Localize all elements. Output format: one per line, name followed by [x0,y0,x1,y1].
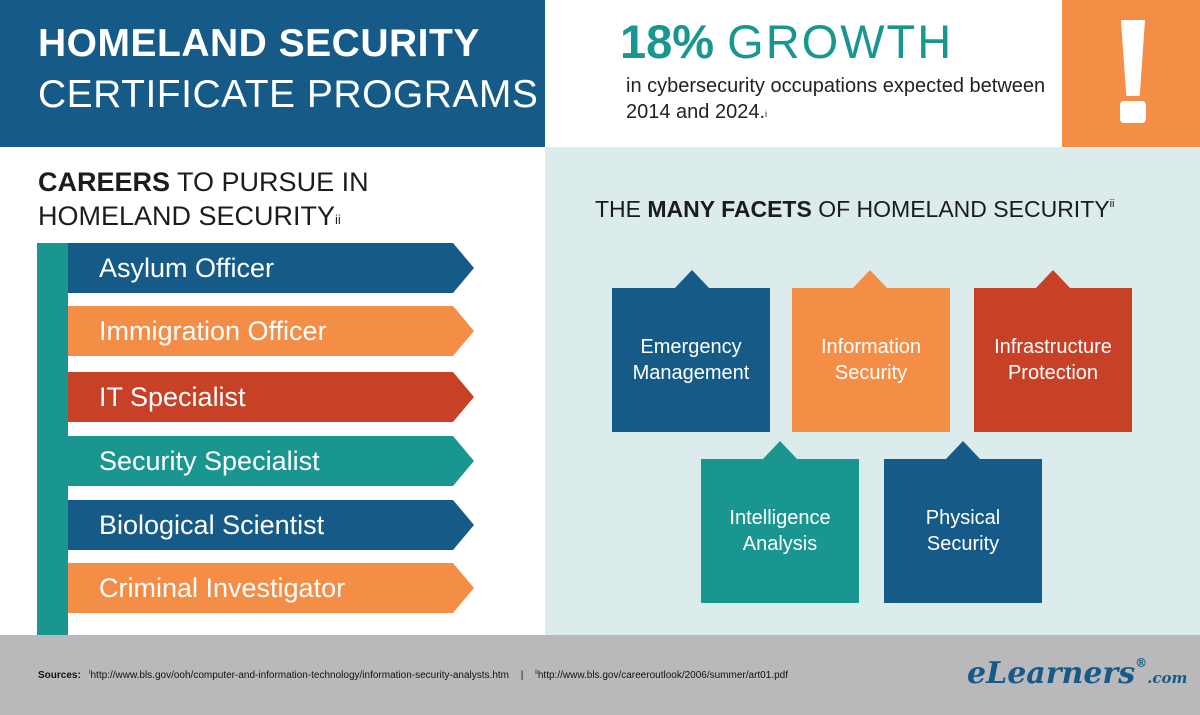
facet-emergency-management: Emergency Management [612,288,770,432]
careers-heading-rest: TO PURSUE IN [170,167,369,197]
sources-label: Sources: [38,670,81,681]
career-item-label: Asylum Officer [99,253,275,283]
career-item-criminal-investigator: Criminal Investigator [68,563,474,613]
elearners-logo[interactable]: eLearners®.com [967,656,1187,691]
facet-label: Information Security [820,336,922,384]
source1-link[interactable]: http://www.bls.gov/ooh/computer-and-info… [90,670,510,681]
facet-label: Intelligence Analysis [729,507,831,555]
logo-learners: Learners [986,656,1136,691]
facets-heading-prefix: THE [595,196,648,222]
source2-marker: ii [535,670,538,676]
career-item-label: IT Specialist [99,382,246,412]
growth-percent: 18% [620,15,715,68]
logo-dotcom: .com [1147,669,1188,687]
facet-notch [674,270,710,289]
career-item-asylum-officer: Asylum Officer [68,243,474,293]
growth-description-text: in cybersecurity occupations expected be… [626,75,1046,123]
sources-line: Sources: ihttp://www.bls.gov/ooh/compute… [38,670,788,681]
facet-notch [852,270,888,289]
title-panel: HOMELAND SECURITY CERTIFICATE PROGRAMS [0,0,545,147]
alert-panel [1062,0,1200,147]
career-item-label: Biological Scientist [99,510,325,540]
logo-e: e [967,656,987,691]
footer-bar [0,635,1200,715]
title-line-1: HOMELAND SECURITY [38,22,480,65]
growth-footnote: i [765,109,768,119]
career-item-security-specialist: Security Specialist [68,436,474,486]
logo-registered-mark: ® [1135,656,1148,670]
facets-heading-suffix: OF HOMELAND SECURITY [811,196,1110,222]
careers-heading-bold: CAREERS [38,167,171,197]
sources-separator: | [520,670,524,681]
facets-heading-footnote: ii [1109,198,1115,210]
facets-heading: THE MANY FACETS OF HOMELAND SECURITYii [595,196,1114,223]
career-item-label: Immigration Officer [99,316,327,346]
facet-label: Infrastructure Protection [994,336,1112,384]
exclamation-dot [1120,101,1146,123]
growth-description: in cybersecurity occupations expected be… [626,73,1046,125]
careers-heading-footnote: ii [335,212,341,227]
facet-infrastructure-protection: Infrastructure Protection [974,288,1132,432]
exclamation-icon [1062,0,1200,147]
facet-label: Emergency Management [632,336,750,384]
source1-marker: i [89,670,91,676]
career-item-biological-scientist: Biological Scientist [68,500,474,550]
title-line-2: CERTIFICATE PROGRAMS [38,73,539,116]
facet-notch [945,441,981,460]
facets-heading-bold: MANY FACETS [647,196,812,222]
facet-information-security: Information Security [792,288,950,432]
career-item-it-specialist: IT Specialist [68,372,474,422]
facet-notch [762,441,798,460]
career-item-label: Criminal Investigator [99,573,346,603]
growth-headline: 18% GROWTH [620,18,953,65]
careers-heading-line2: HOMELAND SECURITY [38,201,336,231]
growth-word: GROWTH [727,15,954,68]
career-item-immigration-officer: Immigration Officer [68,306,474,356]
growth-stat-panel: 18% GROWTH in cybersecurity occupations … [545,0,1062,147]
facet-intelligence-analysis: Intelligence Analysis [701,459,859,603]
facet-notch [1035,270,1071,289]
source2-link[interactable]: http://www.bls.gov/careeroutlook/2006/su… [537,670,788,681]
careers-spine-bar [37,243,68,635]
careers-heading: CAREERS TO PURSUE IN HOMELAND SECURITYii [38,165,369,233]
exclamation-bar [1121,20,1145,96]
facet-physical-security: Physical Security [884,459,1042,603]
facet-label: Physical Security [925,507,1001,555]
career-item-label: Security Specialist [99,446,320,476]
